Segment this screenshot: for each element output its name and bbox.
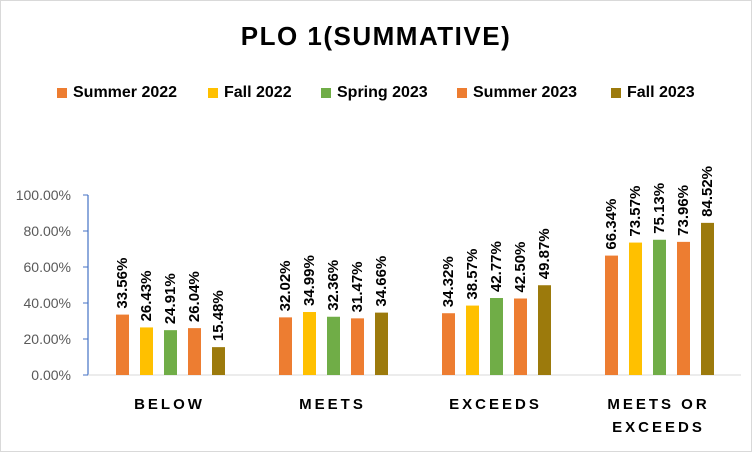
- data-label-spring-2023-meets-or-exceeds: 75.13%: [651, 183, 668, 234]
- data-label-summer-2022-below: 33.56%: [114, 258, 131, 309]
- data-label-summer-2022-exceeds: 34.32%: [440, 256, 457, 307]
- legend-label-fall-2022: Fall 2022: [224, 84, 292, 101]
- bar-fall-2023-exceeds: [538, 285, 551, 375]
- y-tick-label: 100.00%: [16, 187, 71, 203]
- data-label-fall-2023-meets: 34.66%: [373, 256, 390, 307]
- legend-item-fall-2022: Fall 2022: [208, 81, 292, 105]
- legend-item-summer-2023: Summer 2023: [457, 81, 577, 105]
- data-label-fall-2023-below: 15.48%: [210, 290, 227, 341]
- legend-swatch-fall-2022: [208, 88, 218, 98]
- bar-summer-2022-meets: [279, 317, 292, 375]
- bar-spring-2023-exceeds: [490, 298, 503, 375]
- bar-fall-2022-exceeds: [466, 305, 479, 375]
- data-label-summer-2023-meets: 31.47%: [349, 261, 366, 312]
- legend-item-fall-2023: Fall 2023: [611, 81, 695, 105]
- legend-swatch-spring-2023: [321, 88, 331, 98]
- data-label-summer-2022-meets: 32.02%: [277, 260, 294, 311]
- legend: Summer 2022 Fall 2022 Spring 2023 Summer…: [1, 81, 751, 105]
- legend-item-spring-2023: Spring 2023: [321, 81, 428, 105]
- bar-summer-2023-meets: [351, 318, 364, 375]
- legend-swatch-summer-2023: [457, 88, 467, 98]
- data-label-fall-2022-exceeds: 38.57%: [464, 249, 481, 300]
- x-category-label: BELOW: [134, 396, 205, 413]
- data-label-spring-2023-exceeds: 42.77%: [488, 241, 505, 292]
- bar-summer-2022-below: [116, 314, 129, 375]
- data-label-fall-2022-meets: 34.99%: [301, 255, 318, 306]
- legend-label-spring-2023: Spring 2023: [337, 84, 428, 101]
- y-tick-label: 40.00%: [24, 295, 71, 311]
- data-label-fall-2023-exceeds: 49.87%: [536, 228, 553, 279]
- y-tick-label: 80.00%: [24, 223, 71, 239]
- legend-swatch-fall-2023: [611, 88, 621, 98]
- x-category-label: MEETS OR: [607, 396, 709, 413]
- data-label-summer-2023-meets-or-exceeds: 73.96%: [675, 185, 692, 236]
- bar-fall-2022-meets-or-exceeds: [629, 242, 642, 375]
- data-label-spring-2023-below: 24.91%: [162, 273, 179, 324]
- bar-fall-2023-below: [212, 347, 225, 375]
- x-category-label: EXCEEDS: [612, 419, 705, 436]
- legend-label-fall-2023: Fall 2023: [627, 84, 695, 101]
- bar-spring-2023-below: [164, 330, 177, 375]
- x-category-label: MEETS: [299, 396, 366, 413]
- data-label-summer-2023-below: 26.04%: [186, 271, 203, 322]
- bar-summer-2022-exceeds: [442, 313, 455, 375]
- legend-label-summer-2022: Summer 2022: [73, 84, 178, 101]
- legend-item-summer-2022: Summer 2022: [57, 81, 177, 105]
- legend-label-summer-2023: Summer 2023: [473, 84, 578, 101]
- bar-spring-2023-meets-or-exceeds: [653, 239, 666, 375]
- legend-swatch-summer-2022: [57, 88, 67, 98]
- y-tick-label: 0.00%: [31, 367, 71, 383]
- bar-summer-2023-exceeds: [514, 298, 527, 375]
- bar-summer-2023-meets-or-exceeds: [677, 241, 690, 375]
- y-tick-label: 20.00%: [24, 331, 71, 347]
- bar-fall-2022-meets: [303, 312, 316, 375]
- data-label-spring-2023-meets: 32.36%: [325, 260, 342, 311]
- bar-fall-2023-meets: [375, 312, 388, 375]
- data-label-fall-2023-meets-or-exceeds: 84.52%: [699, 166, 716, 217]
- bar-spring-2023-meets: [327, 316, 340, 375]
- bar-summer-2023-below: [188, 328, 201, 375]
- data-label-fall-2022-below: 26.43%: [138, 271, 155, 322]
- data-label-summer-2022-meets-or-exceeds: 66.34%: [603, 199, 620, 250]
- data-label-summer-2023-exceeds: 42.50%: [512, 242, 529, 293]
- data-label-fall-2022-meets-or-exceeds: 73.57%: [627, 186, 644, 237]
- chart-title: PLO 1(SUMMATIVE): [240, 21, 512, 51]
- bar-fall-2023-meets-or-exceeds: [701, 222, 714, 375]
- x-category-label: EXCEEDS: [449, 396, 542, 413]
- y-tick-label: 60.00%: [24, 259, 71, 275]
- bar-summer-2022-meets-or-exceeds: [605, 255, 618, 375]
- bar-fall-2022-below: [140, 327, 153, 375]
